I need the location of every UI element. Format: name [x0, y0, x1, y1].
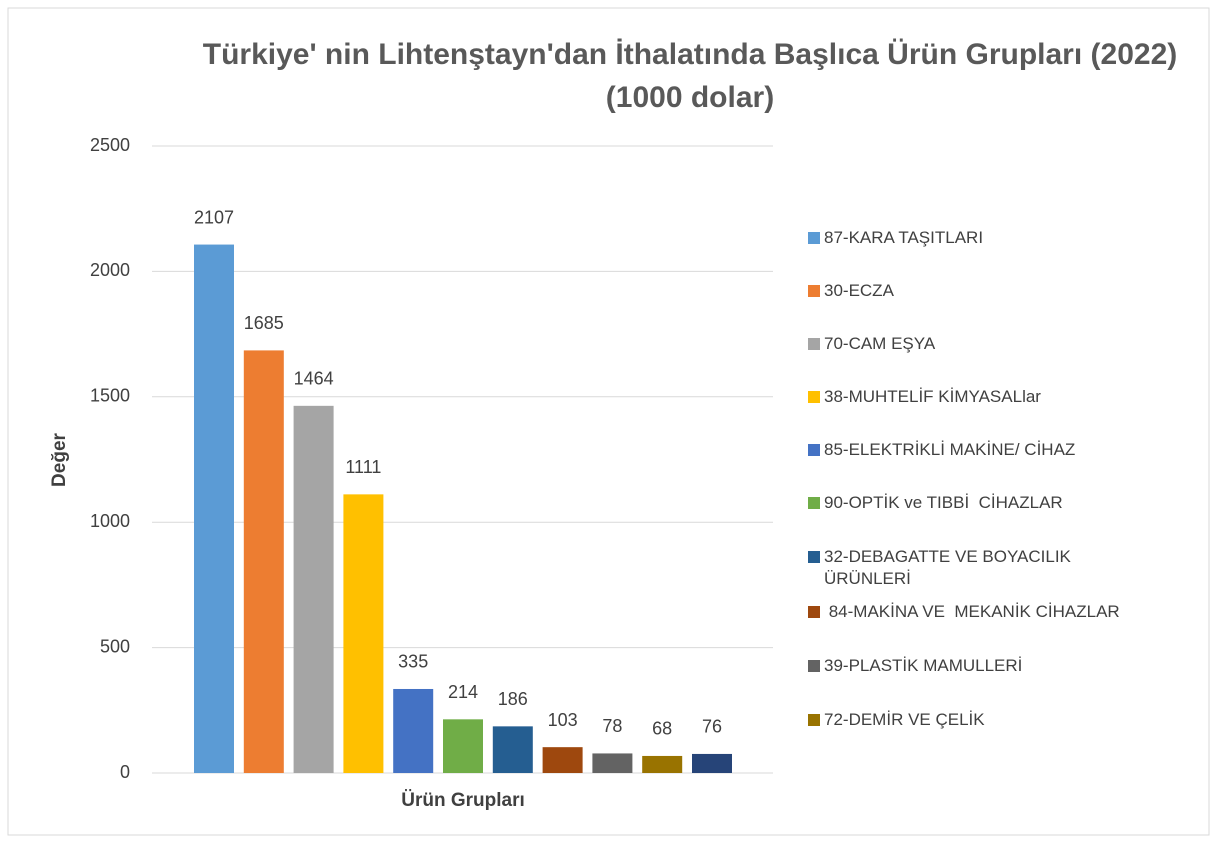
y-tick-label: 1000: [90, 511, 130, 531]
title-box: Türkiye' nin Lihtenştayn'dan İthalatında…: [202, 38, 1178, 114]
y-tick-label: 2000: [90, 260, 130, 280]
bar: [293, 405, 334, 773]
data-label: 1464: [294, 369, 334, 389]
legend-box: 38-MUHTELİF KİMYASALlar: [824, 387, 1041, 406]
bar: [492, 726, 533, 773]
chart-title: Türkiye' nin Lihtenştayn'dan İthalatında…: [202, 38, 1178, 114]
y-tick-label: 1500: [90, 386, 130, 406]
bar: [393, 688, 434, 773]
legend-label: 72-DEMİR VE ÇELİK: [824, 710, 985, 729]
legend-box: 90-OPTİK ve TIBBİ CİHAZLAR: [824, 493, 1063, 512]
legend-swatch: [808, 338, 820, 350]
bar: [194, 244, 234, 774]
data-label: 1111: [345, 457, 381, 477]
y-tick-label: 2500: [90, 135, 130, 155]
data-label: 214: [448, 682, 478, 702]
legend-label: 30-ECZA: [824, 281, 894, 300]
legend-box: 39-PLASTİK MAMULLERİ: [824, 656, 1023, 675]
legend-swatch: [808, 497, 820, 509]
bar: [642, 755, 683, 773]
legend-label: 85-ELEKTRİKLİ MAKİNE/ CİHAZ: [824, 440, 1076, 459]
legend-swatch: [808, 391, 820, 403]
data-label: 78: [602, 716, 622, 736]
legend-label: 32-DEBAGATTE VE BOYACILIK ÜRÜNLERİ: [824, 547, 1071, 588]
bar: [692, 753, 732, 773]
legend-label: 87-KARA TAŞITLARI: [824, 228, 984, 247]
legend-label: 39-PLASTİK MAMULLERİ: [824, 656, 1023, 675]
bar: [443, 719, 483, 773]
legend-swatch: [808, 606, 820, 618]
y-tick-label: 0: [120, 762, 130, 782]
y-axis-title: Değer: [49, 432, 70, 486]
legend-label: 38-MUHTELİF KİMYASALlar: [824, 387, 1041, 406]
x-axis-title: Ürün Grupları: [401, 790, 525, 811]
legend-box: 70-CAM EŞYA: [824, 334, 936, 353]
legend-swatch: [808, 232, 820, 244]
data-label: 2107: [194, 207, 234, 227]
data-label: 1685: [244, 313, 284, 333]
data-label: 335: [398, 652, 428, 672]
bar: [343, 494, 384, 773]
data-label: 103: [548, 710, 578, 730]
legend-box: 32-DEBAGATTE VE BOYACILIK ÜRÜNLERİ: [824, 547, 1071, 588]
legend-box: 84-MAKİNA VE MEKANİK CİHAZLAR: [824, 602, 1120, 621]
legend-box: 72-DEMİR VE ÇELİK: [824, 710, 985, 729]
legend-swatch: [808, 285, 820, 297]
legend-box: 87-KARA TAŞITLARI: [824, 228, 984, 247]
bar: [542, 747, 583, 773]
legend-swatch: [808, 551, 820, 563]
legend-swatch: [808, 444, 820, 456]
data-label: 68: [652, 719, 672, 739]
legend-box: 85-ELEKTRİKLİ MAKİNE/ CİHAZ: [824, 440, 1076, 459]
data-label: 76: [702, 717, 722, 737]
legend-swatch: [808, 660, 820, 672]
bar: [243, 350, 284, 773]
data-label: 186: [498, 689, 528, 709]
legend-label: 70-CAM EŞYA: [824, 334, 936, 353]
legend-swatch: [808, 714, 820, 726]
legend-box: 30-ECZA: [824, 281, 894, 300]
y-tick-label: 500: [100, 636, 130, 656]
legend-label: 84-MAKİNA VE MEKANİK CİHAZLAR: [824, 602, 1120, 621]
bar: [592, 753, 633, 773]
legend-label: 90-OPTİK ve TIBBİ CİHAZLAR: [824, 493, 1063, 512]
